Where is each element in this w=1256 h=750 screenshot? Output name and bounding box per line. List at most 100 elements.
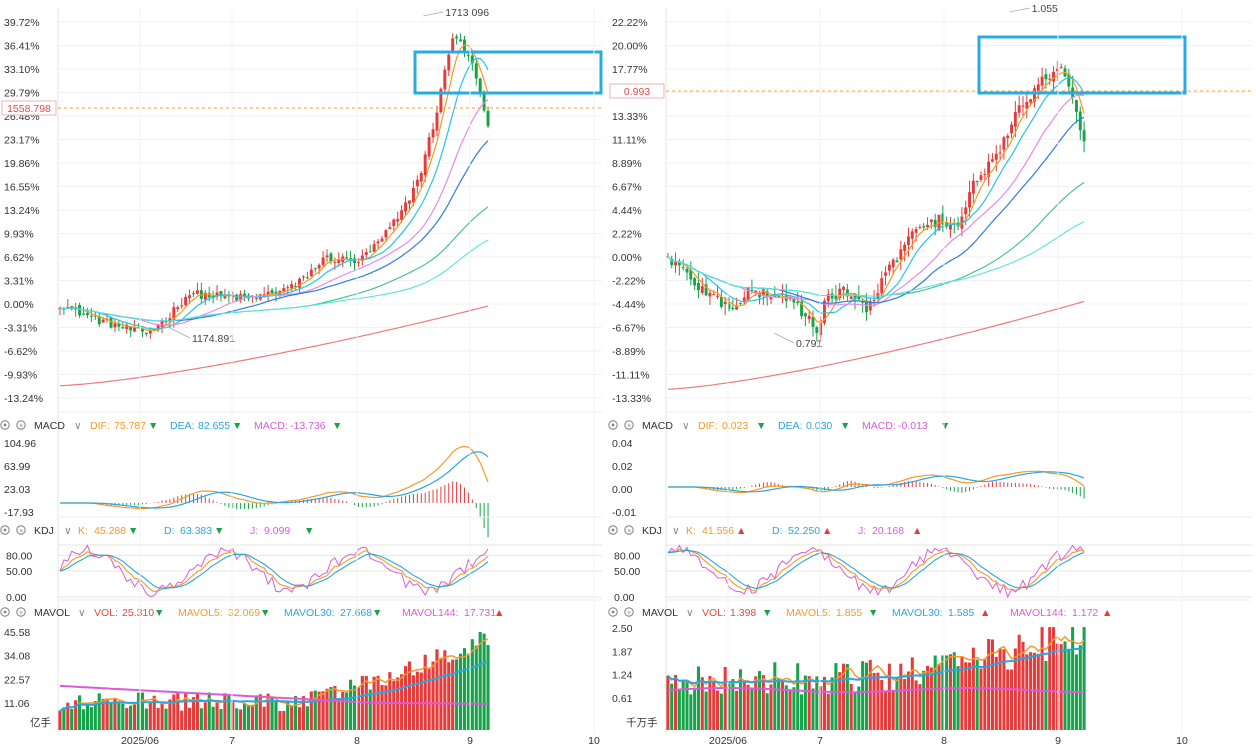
right-volume-bar (948, 654, 952, 730)
right-macd-dif-value: 0.023 (722, 420, 748, 432)
left-price-axis-label: -6.62% (4, 346, 37, 358)
right-vol-axis-label: 1.87 (612, 646, 633, 658)
right-kdj-k-value: 41.556 (702, 525, 734, 537)
right-candle-body (929, 219, 933, 223)
left-volume-bar (356, 687, 361, 730)
right-candle-body (723, 301, 727, 305)
left-candle-body (89, 315, 93, 317)
right-k-line (667, 548, 1085, 592)
left-volume-bar (443, 650, 447, 730)
left-volume-bar (407, 661, 412, 730)
left-vol-mavol30-value: 27.668 (340, 607, 372, 619)
left-candle-body (176, 307, 180, 309)
left-candle-body (396, 218, 400, 222)
right-candle-body (887, 264, 891, 271)
left-volume-bar (180, 710, 184, 730)
right-dif-line (667, 470, 1085, 493)
left-candle-body (392, 219, 396, 227)
right-volume-bar (926, 665, 930, 730)
left-vol-mavol5-label: MAVOL5: (178, 607, 223, 619)
left-volume-bar (384, 685, 388, 730)
right-candle-body (1059, 66, 1063, 68)
right-volume-bar (960, 656, 964, 730)
right-volume-bar (681, 679, 685, 730)
right-volume-bar (780, 681, 784, 730)
right-volume-bar (708, 676, 712, 730)
left-macd-macd-name: MACD (34, 420, 65, 432)
left-candle-body (140, 328, 144, 332)
left-candle-body (376, 241, 380, 244)
right-kdj-close-icon-glyph: × (627, 528, 631, 535)
left-candle-body (325, 255, 329, 258)
left-candle-body (70, 306, 74, 308)
right-vol-gear-icon (608, 607, 618, 617)
left-candle-body (93, 315, 97, 317)
left-k-line (59, 549, 489, 593)
left-volume-bar (66, 702, 70, 730)
left-candle-body (435, 112, 439, 131)
right-high-annotation: 1.055 (1032, 3, 1058, 15)
right-volume-bar (784, 685, 788, 730)
right-volume-bar (861, 661, 865, 730)
right-candle-body (994, 153, 998, 160)
right-price-axis-label: 0.00% (612, 252, 642, 264)
right-volume-bar (929, 667, 933, 730)
right-candle-body (830, 293, 834, 299)
left-macd-macd-label: MACD: (254, 420, 288, 432)
right-candle-body (964, 207, 968, 215)
right-candle-body (697, 283, 700, 291)
left-candle-body (207, 293, 211, 298)
left-kdj-axis-label: 80.00 (6, 550, 32, 562)
left-candle-body (474, 63, 478, 79)
right-candle-body (941, 213, 945, 225)
left-vol-vol-label: VOL: (94, 607, 118, 619)
left-volume-bar (419, 672, 423, 730)
left-vol-unit: 亿手 (30, 716, 51, 729)
right-volume-bar (735, 690, 739, 730)
right-volume-bar (857, 686, 861, 730)
right-vol-mavol30-value: 1.585 (948, 607, 974, 619)
right-candle-body (891, 259, 895, 267)
left-candle-body (85, 312, 89, 315)
right-candle-body (1010, 124, 1013, 134)
right-volume-bar (819, 686, 823, 730)
right-candle-body (739, 302, 742, 304)
left-macd-macd-arrow: ▼ (332, 420, 342, 432)
left-price-axis-label: -13.24% (4, 393, 43, 405)
left-kdj-d-value: 63.383 (180, 525, 212, 537)
right-vol-gear-icon-center (611, 610, 615, 614)
right-candle-body (803, 313, 807, 317)
left-volume-bar (447, 662, 451, 730)
left-candle-body (294, 286, 298, 288)
right-volume-bar (811, 688, 815, 730)
left-current-price-tag (1, 100, 57, 116)
right-candle-body (815, 327, 819, 334)
right-price-axis-label: -4.44% (612, 299, 645, 311)
left-volume-bar (78, 695, 82, 730)
left-candle-body (321, 257, 325, 266)
left-candle-body (364, 252, 368, 256)
left-candle-body (337, 260, 341, 263)
right-volume-bar (891, 690, 895, 730)
left-kdj-k-label: K: (78, 525, 88, 537)
right-volume-bar (994, 656, 998, 730)
left-volume-bar (415, 671, 419, 730)
left-volume-bar (101, 698, 105, 730)
right-volume-bar (712, 680, 716, 730)
left-price-axis-label: -3.31% (4, 323, 37, 335)
right-x-axis-label: 10 (1176, 735, 1188, 747)
left-price-axis-label: 9.93% (4, 229, 34, 241)
right-candle-body (1067, 73, 1071, 87)
left-candle-body (309, 269, 313, 277)
right-current-price-value: 0.993 (624, 86, 650, 98)
right-candle-body (1055, 68, 1059, 72)
right-volume-bar (731, 679, 735, 730)
left-volume-bar (380, 684, 384, 730)
left-candle-body (388, 227, 392, 229)
left-macd-gear-icon (0, 420, 10, 430)
right-candle-body (987, 161, 991, 177)
right-volume-bar (956, 666, 960, 730)
left-candle-body (384, 230, 388, 238)
left-vol-gear-icon (0, 607, 10, 617)
left-vol-mavol144-arrow: ▲ (494, 607, 504, 619)
